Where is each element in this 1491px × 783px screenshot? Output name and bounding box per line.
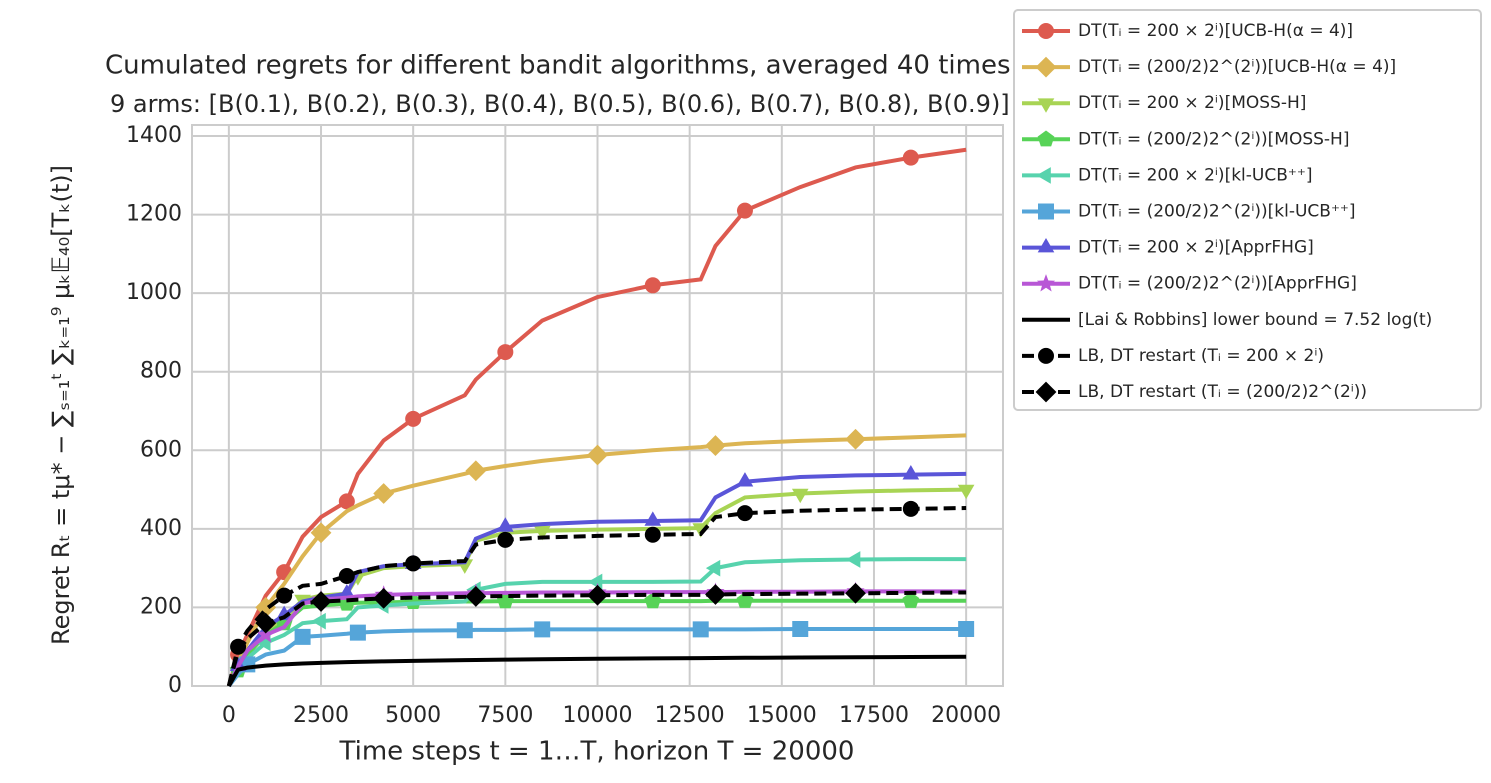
legend-label: DT(Tᵢ = (200/2)2^(2ⁱ))[ApprFHG] bbox=[1078, 274, 1357, 294]
series-marker bbox=[736, 505, 753, 522]
series-marker bbox=[587, 584, 608, 606]
series-marker bbox=[736, 202, 753, 219]
series-marker bbox=[310, 591, 332, 612]
legend-marker bbox=[1038, 347, 1054, 364]
legend-marker bbox=[1037, 130, 1055, 147]
series-marker bbox=[736, 472, 754, 487]
series-marker bbox=[792, 621, 809, 638]
series-marker bbox=[791, 488, 809, 504]
series-marker bbox=[255, 612, 277, 634]
series-marker bbox=[705, 559, 721, 577]
legend: DT(Tᵢ = 200 × 2ⁱ)[UCB-H(α = 4)] DT(Tᵢ = (… bbox=[1013, 9, 1482, 411]
series-marker bbox=[497, 344, 514, 361]
y-tick-label: 200 bbox=[140, 594, 182, 619]
series-marker bbox=[902, 149, 919, 166]
y-axis-label: Regret Rₜ = tμ* − ∑ₛ₌₁ᵗ ∑ₖ₌₁⁹ μₖ𝔼₄₀[Tₖ(t… bbox=[47, 165, 75, 645]
series-marker bbox=[534, 621, 551, 638]
legend-label: LB, DT restart (Tᵢ = 200 × 2ⁱ) bbox=[1078, 346, 1324, 366]
series-marker bbox=[644, 526, 661, 543]
legend-box bbox=[1013, 9, 1482, 411]
series-marker bbox=[311, 612, 326, 630]
series-marker bbox=[373, 483, 395, 504]
series-marker bbox=[902, 591, 920, 608]
x-tick-label: 12500 bbox=[655, 703, 725, 728]
series-marker bbox=[845, 551, 861, 568]
x-tick-label: 20000 bbox=[931, 703, 1001, 728]
y-tick-label: 800 bbox=[140, 359, 182, 384]
legend-marker bbox=[1037, 98, 1055, 113]
series-marker bbox=[845, 582, 866, 604]
y-tick-label: 1400 bbox=[126, 123, 182, 148]
series-marker bbox=[902, 500, 919, 517]
legend-label: DT(Tᵢ = 200 × 2ⁱ)[kl-UCB⁺⁺] bbox=[1078, 165, 1312, 185]
series-marker bbox=[405, 410, 422, 427]
x-tick-label: 5000 bbox=[385, 703, 441, 728]
y-tick-label: 1200 bbox=[126, 202, 182, 227]
y-tick-label: 400 bbox=[140, 516, 182, 541]
x-tick-label: 7500 bbox=[477, 703, 533, 728]
series-marker bbox=[644, 277, 661, 294]
legend-label: LB, DT restart (Tᵢ = (200/2)2^(2ⁱ)) bbox=[1078, 382, 1367, 402]
legend-marker bbox=[1035, 381, 1057, 403]
legend-marker bbox=[1035, 56, 1057, 78]
legend-label: DT(Tᵢ = 200 × 2ⁱ)[ApprFHG] bbox=[1078, 238, 1314, 258]
legend-label: DT(Tᵢ = 200 × 2ⁱ)[UCB-H(α = 4)] bbox=[1078, 21, 1353, 41]
x-tick-label: 2500 bbox=[293, 703, 349, 728]
legend-marker bbox=[1037, 238, 1055, 253]
series-marker bbox=[644, 511, 662, 526]
series-marker bbox=[533, 526, 551, 541]
series-marker bbox=[338, 584, 356, 599]
series-marker bbox=[705, 584, 726, 605]
series-marker bbox=[276, 587, 293, 604]
series-marker bbox=[958, 621, 975, 638]
x-tick-label: 0 bbox=[222, 703, 236, 728]
series-marker bbox=[465, 586, 487, 607]
legend-label: DT(Tᵢ = (200/2)2^(2ⁱ))[kl-UCB⁺⁺] bbox=[1078, 202, 1356, 222]
legend-label: DT(Tᵢ = (200/2)2^(2ⁱ))[MOSS-H] bbox=[1078, 129, 1349, 149]
x-tick-label: 15000 bbox=[747, 703, 817, 728]
series-marker bbox=[587, 573, 603, 591]
series-marker bbox=[405, 555, 422, 572]
legend-marker bbox=[1038, 23, 1054, 39]
series-marker bbox=[497, 517, 514, 532]
series-marker bbox=[456, 622, 473, 639]
series-line bbox=[227, 654, 967, 687]
series-line bbox=[226, 506, 967, 687]
x-tick-label: 10000 bbox=[563, 703, 633, 728]
series-marker bbox=[310, 522, 332, 544]
plot-frame bbox=[191, 124, 1004, 687]
series-marker bbox=[465, 460, 487, 482]
legend-label: DT(Tᵢ = 200 × 2ⁱ)[MOSS-H] bbox=[1078, 93, 1306, 113]
y-tick-label: 0 bbox=[168, 673, 182, 698]
series-marker bbox=[902, 465, 920, 480]
series-marker bbox=[373, 587, 395, 609]
legend-marker bbox=[1038, 203, 1054, 220]
series-marker bbox=[957, 484, 975, 500]
series-marker bbox=[497, 531, 514, 548]
series-marker bbox=[338, 568, 355, 584]
series-line bbox=[226, 590, 967, 687]
chart-subtitle: 9 arms: [B(0.1), B(0.2), B(0.3), B(0.4),… bbox=[110, 90, 1010, 118]
legend-label: [Lai & Robbins] lower bound = 7.52 log(t… bbox=[1078, 310, 1432, 330]
series-marker bbox=[338, 493, 355, 510]
series-marker bbox=[294, 628, 311, 645]
x-tick-label: 17500 bbox=[839, 703, 909, 728]
legend-label: DT(Tᵢ = (200/2)2^(2ⁱ))[UCB-H(α = 4)] bbox=[1078, 57, 1396, 77]
series-marker bbox=[349, 624, 366, 641]
x-axis-label: Time steps t = 1…T, horizon T = 20000 bbox=[339, 737, 855, 767]
series-marker bbox=[705, 435, 726, 456]
legend-marker bbox=[1036, 167, 1051, 184]
y-tick-label: 1000 bbox=[126, 280, 182, 305]
chart-title: Cumulated regrets for different bandit a… bbox=[105, 51, 1011, 81]
y-tick-label: 600 bbox=[140, 437, 182, 462]
legend-marker bbox=[1036, 274, 1056, 292]
series-marker bbox=[692, 621, 709, 638]
series-marker bbox=[587, 444, 608, 466]
series-marker bbox=[845, 428, 866, 450]
series-marker bbox=[256, 625, 275, 643]
